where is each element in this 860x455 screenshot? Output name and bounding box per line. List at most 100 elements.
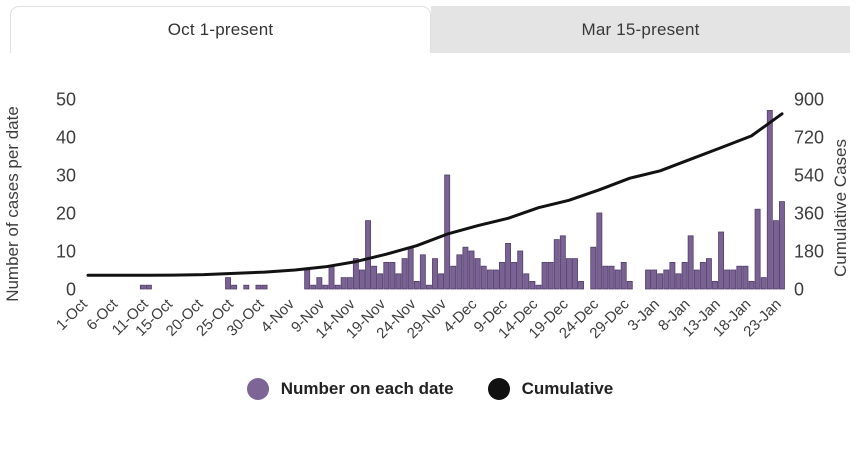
right-axis-tick: 360: [794, 203, 824, 223]
daily-cases-bar: [438, 273, 445, 290]
daily-cases-bar: [705, 258, 712, 290]
right-axis-title: Cumulative Cases: [831, 139, 850, 277]
daily-cases-bar: [304, 269, 311, 290]
x-axis-tick: 3-Jan: [624, 296, 663, 335]
daily-cases-bar: [371, 265, 378, 290]
daily-cases-bar: [231, 284, 238, 290]
daily-cases-bar: [578, 280, 585, 290]
daily-cases-bar: [352, 258, 359, 290]
daily-cases-bar: [663, 269, 670, 290]
daily-cases-bar: [742, 265, 749, 290]
daily-cases-bar: [139, 284, 146, 290]
x-axis-tick: 1-Oct: [53, 295, 92, 334]
daily-cases-bar: [724, 269, 731, 290]
daily-cases-bar: [261, 284, 268, 290]
daily-cases-bar: [772, 220, 779, 290]
legend-item-cumulative: Cumulative: [487, 378, 613, 400]
x-axis-tick: 4-Nov: [258, 295, 299, 336]
daily-cases-bar: [736, 265, 743, 290]
daily-cases-bar: [389, 261, 396, 290]
left-axis-tick: 40: [56, 127, 76, 147]
daily-cases-bar: [779, 201, 785, 290]
daily-cases-bar: [693, 269, 700, 290]
daily-cases-bar: [608, 265, 615, 290]
tab-mar15-present[interactable]: Mar 15-present: [431, 6, 850, 53]
daily-cases-bar: [626, 280, 633, 290]
left-axis-tick: 20: [56, 203, 76, 223]
daily-cases-bar: [310, 284, 317, 290]
daily-cases-bar: [407, 246, 414, 290]
daily-cases-bar: [316, 277, 323, 290]
daily-cases-bar: [425, 284, 432, 290]
daily-cases-bar: [225, 277, 231, 290]
daily-cases-bar: [492, 269, 499, 290]
daily-cases-bar: [517, 250, 524, 290]
daily-cases-bar: [541, 261, 548, 290]
daily-cases-bar: [486, 269, 493, 290]
daily-cases-bar: [535, 284, 542, 290]
daily-cases-bar: [419, 254, 426, 290]
daily-cases-bar: [529, 280, 536, 290]
daily-cases-bar: [401, 258, 408, 290]
daily-cases-bar: [645, 269, 651, 290]
right-axis-tick: 0: [794, 279, 804, 299]
right-axis-tick: 540: [794, 165, 824, 185]
daily-cases-bar: [651, 269, 658, 290]
left-axis-tick: 10: [56, 241, 76, 261]
x-axis-tick: 4-Dec: [440, 295, 481, 336]
daily-cases-bar: [480, 265, 487, 290]
tab-oct1-present[interactable]: Oct 1-present: [10, 6, 431, 53]
legend-item-daily: Number on each date: [246, 378, 454, 400]
daily-cases-bar: [559, 235, 566, 290]
daily-cases-bar: [718, 231, 725, 290]
daily-cases-bar: [602, 265, 609, 290]
daily-cases-bar: [590, 246, 597, 290]
daily-cases-bar: [505, 242, 511, 290]
left-axis-tick: 0: [66, 279, 76, 299]
daily-cases-bar: [395, 273, 402, 290]
daily-cases-bar: [328, 265, 335, 290]
daily-cases-bar: [730, 269, 737, 290]
daily-cases-bar: [614, 269, 621, 290]
daily-cases-bar: [456, 254, 463, 290]
chart-legend: Number on each date Cumulative: [0, 378, 860, 400]
daily-series-label: Number on each date: [280, 379, 454, 398]
daily-cases-bar: [712, 280, 718, 290]
daily-cases-bar: [450, 265, 457, 290]
daily-cases-bar: [377, 273, 384, 290]
right-axis-tick: 900: [794, 89, 824, 109]
daily-cases-bar: [462, 246, 469, 290]
daily-cases-bar: [669, 261, 676, 290]
tab-mar15-label: Mar 15-present: [581, 19, 700, 39]
daily-cases-bar: [511, 261, 518, 290]
left-axis-tick: 50: [56, 89, 76, 109]
left-axis-title: Number of cases per date: [3, 106, 22, 302]
daily-series-swatch: [246, 378, 269, 400]
daily-cases-bar: [754, 208, 761, 290]
daily-cases-bar: [322, 284, 329, 290]
daily-cases-bar: [760, 277, 767, 290]
cumulative-series-swatch: [487, 378, 510, 400]
daily-cases-bar: [359, 269, 365, 290]
daily-cases-bar: [468, 250, 475, 290]
daily-cases-bar: [523, 273, 530, 290]
right-axis-tick: 720: [794, 127, 824, 147]
daily-cases-bar: [474, 258, 481, 290]
daily-cases-bar: [145, 284, 152, 290]
daily-cases-bar: [243, 284, 250, 290]
daily-cases-bar: [255, 284, 262, 290]
daily-cases-bar: [346, 277, 353, 290]
cumulative-line: [86, 112, 784, 277]
right-axis-tick: 180: [794, 241, 824, 261]
daily-cases-bar: [766, 110, 773, 290]
daily-cases-bar: [340, 277, 347, 290]
daily-cases-bar: [596, 212, 603, 290]
daily-cases-bar: [383, 261, 390, 290]
daily-cases-bar: [657, 273, 664, 290]
daily-cases-bar: [620, 261, 627, 290]
daily-cases-bar: [681, 261, 688, 290]
daily-cases-bar: [553, 239, 560, 290]
daily-cases-bar: [572, 258, 578, 290]
daily-cases-bar: [748, 280, 755, 290]
daily-cases-bar: [432, 258, 438, 290]
